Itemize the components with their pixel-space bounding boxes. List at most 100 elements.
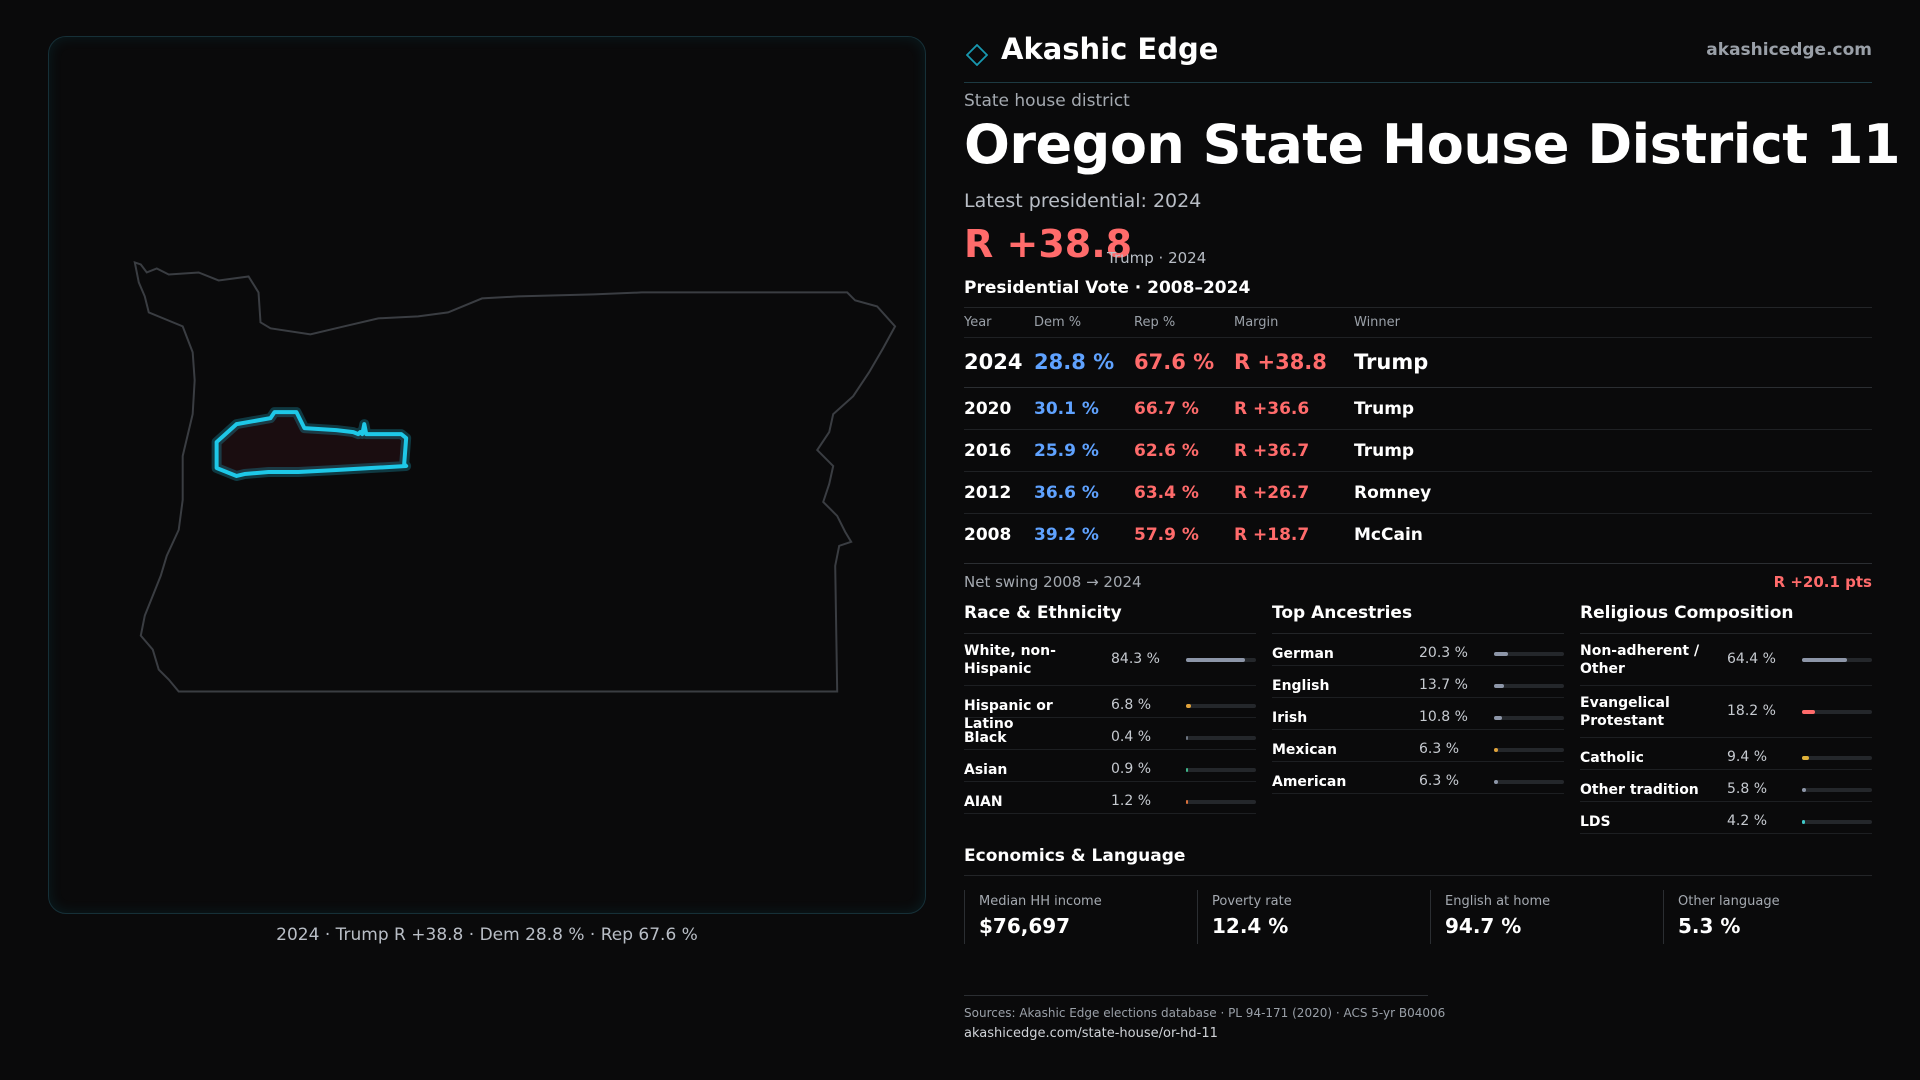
stat-bar-fill — [1186, 658, 1245, 662]
row-rep: 57.9 % — [1134, 525, 1199, 545]
stat-label: LDS — [1580, 814, 1611, 830]
stat-row: White, non-Hispanic 84.3 % — [964, 634, 1256, 686]
stat-value: 0.9 % — [1111, 761, 1152, 777]
brand-url[interactable]: akashicedge.com — [1706, 40, 1872, 60]
stat-bar-track — [1186, 704, 1256, 708]
district-11-shape[interactable] — [211, 407, 412, 481]
stat-bar-fill — [1494, 652, 1508, 656]
stat-value: 4.2 % — [1727, 813, 1768, 829]
section-title: Religious Composition — [1580, 603, 1872, 634]
stat-label: Hispanic or Latino — [964, 698, 1053, 732]
stat-label: Black — [964, 730, 1007, 746]
col-rep: Rep % — [1134, 315, 1176, 330]
table-row: 2012 36.6 % 63.4 % R +26.7 Romney — [964, 472, 1872, 514]
stat-bar-track — [1186, 800, 1256, 804]
econ-value: 5.3 % — [1678, 914, 1741, 938]
stat-row: English 13.7 % — [1272, 666, 1564, 698]
stat-bar-track — [1802, 820, 1872, 824]
economics-title: Economics & Language — [964, 846, 1186, 866]
divider — [964, 875, 1872, 876]
stat-label: Evangelical Protestant — [1580, 695, 1670, 729]
econ-label: Poverty rate — [1212, 894, 1292, 909]
row-rep: 66.7 % — [1134, 399, 1199, 419]
vote-table: Year Dem % Rep % Margin Winner 2024 28.8… — [964, 309, 1872, 555]
econ-cell-poverty: Poverty rate 12.4 % — [1197, 890, 1415, 944]
stat-bar-fill — [1802, 710, 1815, 714]
divider — [964, 307, 1872, 308]
stat-bar-fill — [1494, 716, 1502, 720]
stat-row: Black 0.4 % — [964, 718, 1256, 750]
stat-label: English — [1272, 678, 1330, 694]
stat-bar-track — [1802, 788, 1872, 792]
stat-row: Hispanic or Latino 6.8 % — [964, 686, 1256, 732]
net-swing-value: R +20.1 pts — [1773, 573, 1872, 591]
col-year: Year — [964, 315, 992, 330]
row-winner: McCain — [1354, 525, 1423, 545]
stat-row: Irish 10.8 % — [1272, 698, 1564, 730]
stat-bar-track — [1802, 658, 1872, 662]
headline-margin-sub: Trump · 2024 — [1107, 249, 1207, 267]
stat-bar-track — [1494, 684, 1564, 688]
stat-bar-fill — [1802, 658, 1847, 662]
stat-row: American 6.3 % — [1272, 762, 1564, 794]
stat-label: Irish — [1272, 710, 1308, 726]
stat-label: AIAN — [964, 794, 1003, 810]
econ-label: Median HH income — [979, 894, 1102, 909]
table-row: 2008 39.2 % 57.9 % R +18.7 McCain — [964, 514, 1872, 555]
stat-bar-fill — [1802, 820, 1805, 824]
row-year: 2024 — [964, 350, 1023, 374]
stat-value: 13.7 % — [1419, 677, 1468, 693]
stat-value: 0.4 % — [1111, 729, 1152, 745]
col-winner: Winner — [1354, 315, 1401, 330]
stat-label: Other tradition — [1580, 782, 1699, 798]
section-title: Race & Ethnicity — [964, 603, 1256, 634]
econ-value: 94.7 % — [1445, 914, 1522, 938]
divider — [964, 995, 1428, 996]
stat-bar-fill — [1186, 704, 1191, 708]
stat-bar-fill — [1186, 768, 1188, 772]
vote-table-heading: Presidential Vote · 2008–2024 — [964, 278, 1251, 298]
diamond-outline-icon — [966, 44, 988, 66]
stat-bar-track — [1494, 652, 1564, 656]
row-dem: 39.2 % — [1034, 525, 1099, 545]
oregon-outline — [133, 260, 897, 693]
econ-value: $76,697 — [979, 914, 1071, 938]
net-swing-label: Net swing 2008 → 2024 — [964, 573, 1142, 591]
stat-row: LDS 4.2 % — [1580, 802, 1872, 834]
stat-bar-fill — [1802, 756, 1809, 760]
econ-label: English at home — [1445, 894, 1551, 909]
stat-bar-fill — [1494, 780, 1498, 784]
stat-value: 9.4 % — [1727, 749, 1768, 765]
row-dem: 28.8 % — [1034, 350, 1115, 374]
econ-cell-english: English at home 94.7 % — [1430, 890, 1648, 944]
table-row: 2020 30.1 % 66.7 % R +36.6 Trump — [964, 388, 1872, 430]
ancestries-section: Top Ancestries German 20.3 % English 13.7 %… — [1272, 603, 1564, 794]
stat-row: Non-adherent / Other 64.4 % — [1580, 634, 1872, 686]
map-caption: 2024 · Trump R +38.8 · Dem 28.8 % · Rep … — [276, 925, 698, 945]
stat-label: Mexican — [1272, 742, 1337, 758]
map-panel — [48, 36, 926, 914]
stat-bar-track — [1494, 716, 1564, 720]
stat-row: Asian 0.9 % — [964, 750, 1256, 782]
stat-bar-track — [1494, 748, 1564, 752]
stat-bar-track — [1802, 710, 1872, 714]
stat-label: White, non-Hispanic — [964, 643, 1056, 677]
page-url-link[interactable]: akashicedge.com/state-house/or-hd-11 — [964, 1026, 1218, 1041]
stat-bar-track — [1494, 780, 1564, 784]
stat-value: 1.2 % — [1111, 793, 1152, 809]
row-rep: 67.6 % — [1134, 350, 1215, 374]
stat-value: 6.3 % — [1419, 773, 1460, 789]
stat-bar-track — [1186, 768, 1256, 772]
stat-bar-fill — [1494, 684, 1504, 688]
row-margin: R +36.7 — [1234, 441, 1310, 461]
state-map — [133, 260, 897, 693]
stat-value: 64.4 % — [1727, 651, 1776, 667]
stat-bar-track — [1802, 756, 1872, 760]
row-rep: 62.6 % — [1134, 441, 1199, 461]
row-margin: R +18.7 — [1234, 525, 1310, 545]
stat-value: 10.8 % — [1419, 709, 1468, 725]
brand-name[interactable]: Akashic Edge — [1001, 32, 1219, 66]
stat-bar-track — [1186, 736, 1256, 740]
stat-value: 18.2 % — [1727, 703, 1776, 719]
latest-presidential: Latest presidential: 2024 — [964, 190, 1202, 212]
